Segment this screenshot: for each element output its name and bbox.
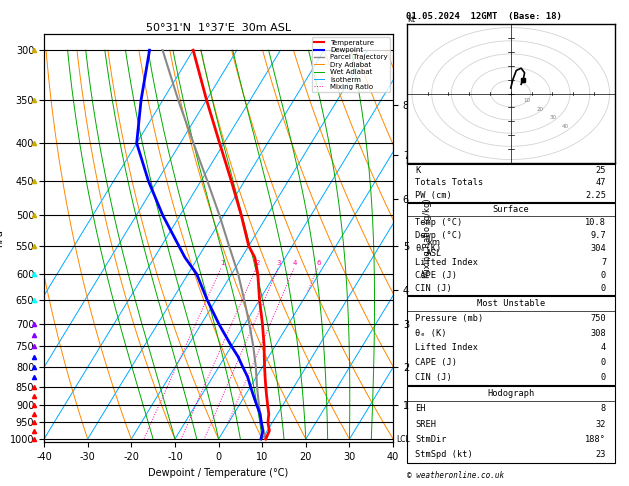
Text: Pressure (mb): Pressure (mb) bbox=[415, 313, 484, 323]
Text: 20: 20 bbox=[537, 107, 543, 112]
Legend: Temperature, Dewpoint, Parcel Trajectory, Dry Adiabat, Wet Adiabat, Isotherm, Mi: Temperature, Dewpoint, Parcel Trajectory… bbox=[312, 37, 389, 92]
Text: StmDir: StmDir bbox=[415, 435, 447, 444]
Text: Lifted Index: Lifted Index bbox=[415, 258, 478, 266]
Text: Mixing Ratio (g/kg): Mixing Ratio (g/kg) bbox=[423, 198, 431, 278]
Text: 32: 32 bbox=[596, 420, 606, 429]
Text: 40: 40 bbox=[562, 124, 569, 129]
Text: Lifted Index: Lifted Index bbox=[415, 343, 478, 352]
Text: 30: 30 bbox=[549, 115, 556, 120]
Text: Dewp (°C): Dewp (°C) bbox=[415, 231, 462, 240]
Text: 0: 0 bbox=[601, 373, 606, 382]
Text: 01.05.2024  12GMT  (Base: 18): 01.05.2024 12GMT (Base: 18) bbox=[406, 12, 562, 21]
Text: 0: 0 bbox=[601, 358, 606, 367]
Text: Surface: Surface bbox=[493, 205, 529, 214]
Text: Temp (°C): Temp (°C) bbox=[415, 218, 462, 227]
Text: 2: 2 bbox=[255, 260, 259, 266]
Text: K: K bbox=[415, 166, 421, 175]
Text: 6: 6 bbox=[316, 260, 321, 266]
Text: 188°: 188° bbox=[585, 435, 606, 444]
Text: 23: 23 bbox=[596, 451, 606, 459]
Y-axis label: km
ASL: km ASL bbox=[426, 238, 442, 258]
Text: EH: EH bbox=[415, 404, 426, 414]
Text: 308: 308 bbox=[591, 329, 606, 338]
Text: 10.8: 10.8 bbox=[585, 218, 606, 227]
Text: 750: 750 bbox=[591, 313, 606, 323]
Text: StmSpd (kt): StmSpd (kt) bbox=[415, 451, 473, 459]
Text: 9.7: 9.7 bbox=[591, 231, 606, 240]
Text: 0: 0 bbox=[601, 284, 606, 293]
Title: 50°31'N  1°37'E  30m ASL: 50°31'N 1°37'E 30m ASL bbox=[146, 23, 291, 33]
Text: 25: 25 bbox=[596, 166, 606, 175]
Text: Hodograph: Hodograph bbox=[487, 389, 535, 398]
Text: 47: 47 bbox=[596, 178, 606, 188]
Text: 7: 7 bbox=[601, 258, 606, 266]
Text: CAPE (J): CAPE (J) bbox=[415, 271, 457, 280]
Text: © weatheronline.co.uk: © weatheronline.co.uk bbox=[407, 471, 504, 480]
Text: 3: 3 bbox=[277, 260, 281, 266]
Text: θₑ(K): θₑ(K) bbox=[415, 244, 442, 253]
Text: 4: 4 bbox=[601, 343, 606, 352]
Text: 0: 0 bbox=[601, 271, 606, 280]
Y-axis label: hPa: hPa bbox=[0, 229, 4, 247]
Text: CIN (J): CIN (J) bbox=[415, 373, 452, 382]
X-axis label: Dewpoint / Temperature (°C): Dewpoint / Temperature (°C) bbox=[148, 468, 289, 478]
Text: Totals Totals: Totals Totals bbox=[415, 178, 484, 188]
Text: Most Unstable: Most Unstable bbox=[477, 299, 545, 308]
Text: 10: 10 bbox=[523, 98, 531, 103]
Text: SREH: SREH bbox=[415, 420, 437, 429]
Text: θₑ (K): θₑ (K) bbox=[415, 329, 447, 338]
Text: CIN (J): CIN (J) bbox=[415, 284, 452, 293]
Text: 4: 4 bbox=[293, 260, 298, 266]
Text: LCL: LCL bbox=[397, 434, 410, 444]
Text: 8: 8 bbox=[601, 404, 606, 414]
Text: PW (cm): PW (cm) bbox=[415, 191, 452, 200]
Text: CAPE (J): CAPE (J) bbox=[415, 358, 457, 367]
Text: kt: kt bbox=[407, 15, 415, 24]
Text: 2.25: 2.25 bbox=[585, 191, 606, 200]
Text: 1: 1 bbox=[220, 260, 225, 266]
Text: 304: 304 bbox=[591, 244, 606, 253]
